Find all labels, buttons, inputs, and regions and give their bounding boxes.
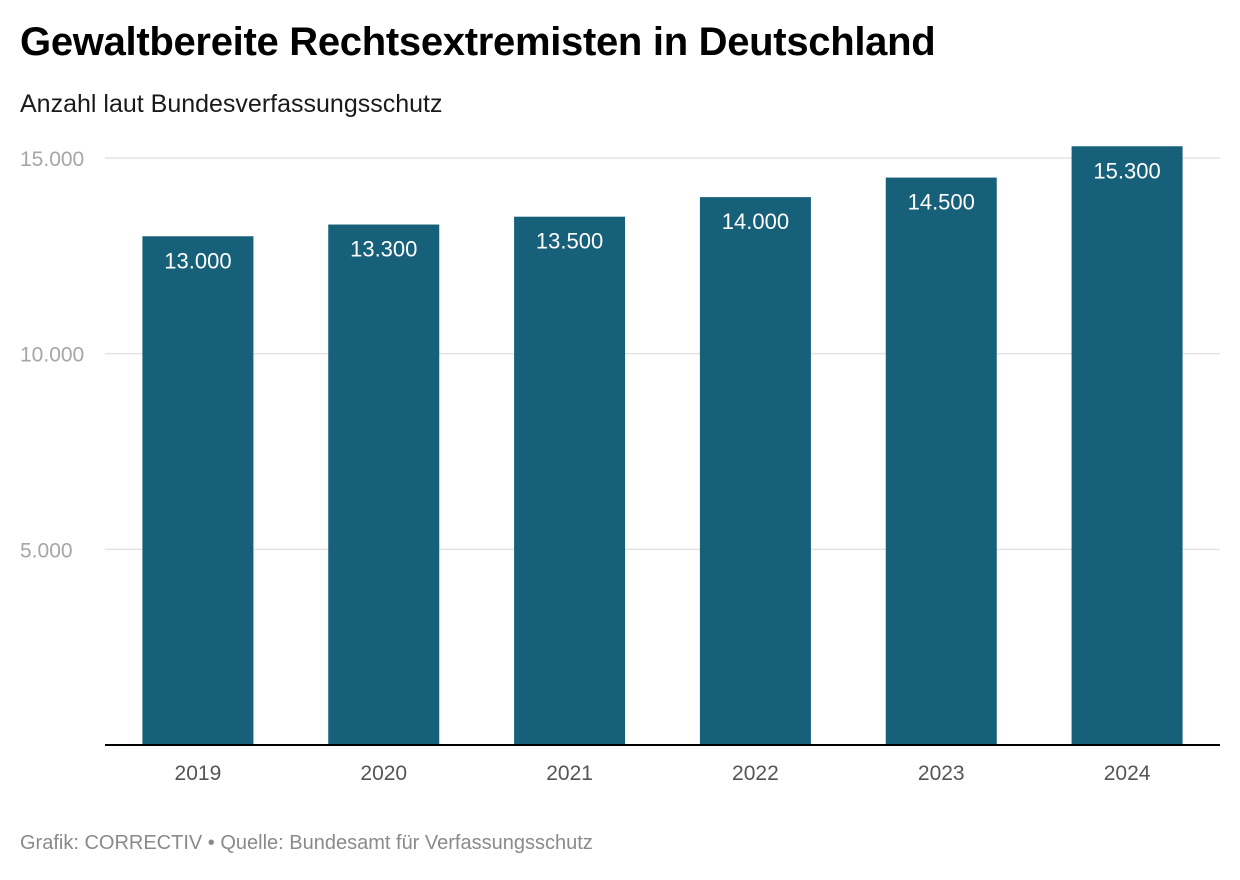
bar-value-label: 14.000 xyxy=(722,209,789,234)
bar-layer xyxy=(142,146,1183,746)
x-tick-label: 2024 xyxy=(1104,762,1151,785)
source-footer: Grafik: CORRECTIV • Quelle: Bundesamt fü… xyxy=(20,832,593,854)
y-tick-label: 10.000 xyxy=(20,344,84,367)
grid-layer xyxy=(105,157,1220,551)
y-tick-label: 15.000 xyxy=(20,148,84,171)
chart-subtitle: Anzahl laut Bundesverfassungsschutz xyxy=(20,90,443,118)
bar xyxy=(699,197,811,746)
x-tick-label: 2023 xyxy=(918,762,965,785)
x-tick-label: 2022 xyxy=(732,762,779,785)
x-tick-label: 2020 xyxy=(360,762,407,785)
bar xyxy=(142,236,254,745)
chart-title: Gewaltbereite Rechtsextremisten in Deuts… xyxy=(20,20,936,64)
x-tick-label: 2019 xyxy=(175,762,222,785)
bar-value-label: 15.300 xyxy=(1093,158,1160,183)
bar xyxy=(1071,146,1183,745)
bar-value-label: 14.500 xyxy=(908,190,975,215)
bar-value-label: 13.000 xyxy=(164,248,231,273)
y-tick-label: 5.000 xyxy=(20,539,73,562)
x-tick-label: 2021 xyxy=(546,762,593,785)
bar-value-label: 13.300 xyxy=(350,237,417,262)
bar-chart: 5.000 10.000 15.000 13.000 2019 13.300 2020 13.… xyxy=(20,146,1220,785)
bar xyxy=(514,216,626,745)
label-layer: 5.000 10.000 15.000 13.000 2019 13.300 2020 13.… xyxy=(20,148,1220,785)
bar-value-label: 13.500 xyxy=(536,229,603,254)
bar xyxy=(885,177,997,746)
bar xyxy=(328,224,440,745)
